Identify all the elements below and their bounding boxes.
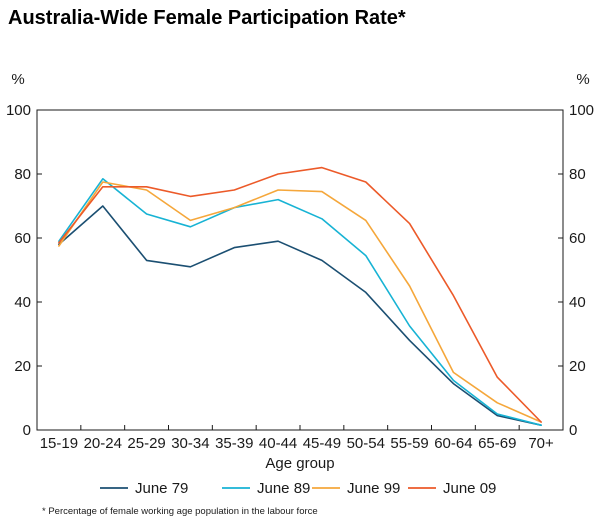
- series-line-june-89: [58, 178, 542, 427]
- y-tick-label-right: 80: [569, 166, 586, 183]
- y-tick-label-left: 100: [6, 102, 31, 119]
- series-line-june-99: [58, 181, 542, 423]
- legend-label-june-99: June 99: [347, 480, 400, 497]
- x-tick-label: 35-39: [215, 435, 253, 452]
- series-line-june-09: [58, 166, 542, 423]
- y-tick-label-right: 60: [569, 230, 586, 247]
- y-tick-label-right: 0: [569, 422, 577, 439]
- x-tick-label: 20-24: [84, 435, 122, 452]
- axes-layer: [36, 109, 564, 431]
- y-tick-label-right: 20: [569, 358, 586, 375]
- y-axis-label-right: %: [576, 71, 589, 88]
- x-tick-label: 40-44: [259, 435, 297, 452]
- x-tick-label: 65-69: [478, 435, 516, 452]
- legend-label-june-09: June 09: [443, 480, 496, 497]
- series-line-june-79: [58, 205, 542, 427]
- y-tick-label-left: 0: [23, 422, 31, 439]
- x-tick-label: 15-19: [40, 435, 78, 452]
- y-tick-label-left: 20: [14, 358, 31, 375]
- legend-label-june-89: June 89: [257, 480, 310, 497]
- y-tick-label-left: 40: [14, 294, 31, 311]
- x-tick-label: 50-54: [347, 435, 385, 452]
- y-axis-label-left: %: [11, 71, 24, 88]
- y-tick-label-right: 100: [569, 102, 594, 119]
- y-tick-label-left: 60: [14, 230, 31, 247]
- footnote: * Percentage of female working age popul…: [42, 506, 318, 517]
- x-tick-label: 45-49: [303, 435, 341, 452]
- y-tick-label-right: 40: [569, 294, 586, 311]
- x-tick-label: 60-64: [434, 435, 472, 452]
- x-tick-label: 55-59: [390, 435, 428, 452]
- x-tick-label: 70+: [528, 435, 554, 452]
- x-tick-label: 25-29: [127, 435, 165, 452]
- series-layer: [58, 166, 542, 427]
- tick-layer: 0 0 20 20 40 40 60 60 80 80 100 100 15-19 20-24 25-29 3…: [6, 102, 594, 452]
- y-tick-label-left: 80: [14, 166, 31, 183]
- x-tick-label: 30-34: [171, 435, 209, 452]
- chart-title: Australia-Wide Female Participation Rate…: [8, 7, 406, 29]
- x-axis-label: Age group: [265, 455, 334, 472]
- plot-frame: [36, 109, 564, 431]
- legend: June 79 June 89 June 99 June 09: [100, 480, 496, 497]
- legend-label-june-79: June 79: [135, 480, 188, 497]
